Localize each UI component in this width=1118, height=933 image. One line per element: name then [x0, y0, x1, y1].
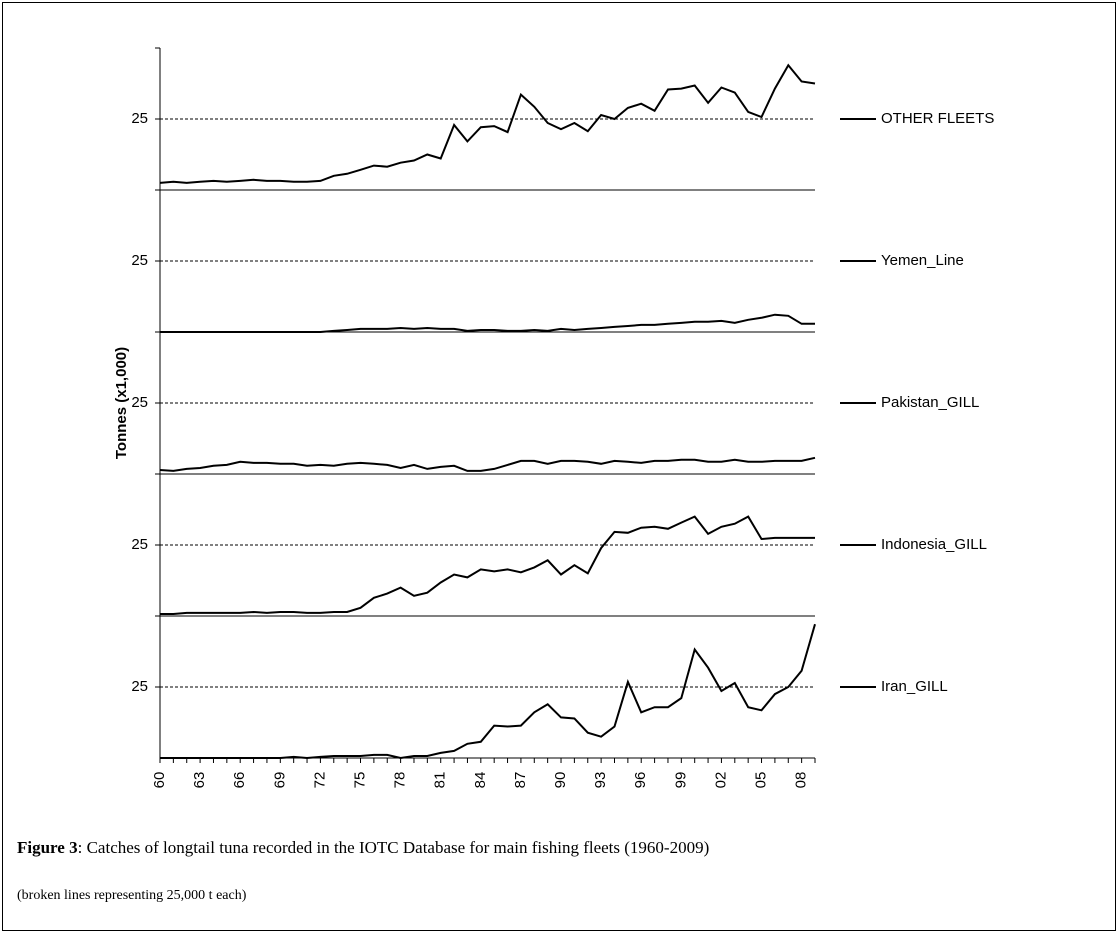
y-tick-label: 25	[131, 394, 148, 411]
y-tick-label: 25	[131, 252, 148, 269]
x-tick-label: 90	[552, 772, 569, 789]
legend-label: Indonesia_GILL	[881, 536, 987, 553]
x-tick-label: 72	[311, 772, 328, 789]
legend-label: Pakistan_GILL	[881, 394, 979, 411]
x-tick-label: 05	[752, 772, 769, 789]
y-tick-label: 25	[131, 536, 148, 553]
series-line	[160, 623, 816, 760]
x-tick-label: 84	[472, 772, 489, 789]
y-tick-label: 25	[131, 678, 148, 695]
x-tick-label: 08	[793, 772, 810, 789]
x-tick-label: 81	[432, 772, 449, 789]
y-axis-label: Tonnes (x1,000)	[113, 347, 130, 459]
caption-text: : Catches of longtail tuna recorded in t…	[77, 838, 710, 857]
caption-note: (broken lines representing 25,000 t each…	[17, 888, 247, 903]
x-tick-label: 75	[351, 772, 368, 789]
series-line	[160, 313, 815, 333]
x-tick-label: 02	[712, 772, 729, 789]
caption-label: Figure 3	[17, 838, 78, 857]
chart-area	[90, 30, 1090, 815]
x-tick-label: 96	[632, 772, 649, 789]
y-tick-label: 25	[131, 110, 148, 127]
x-tick-label: 78	[392, 772, 409, 789]
x-tick-label: 66	[231, 772, 248, 789]
legend-label: Iran_GILL	[881, 678, 948, 695]
x-tick-label: 63	[191, 772, 208, 789]
x-tick-label: 60	[151, 772, 168, 789]
x-tick-label: 99	[672, 772, 689, 789]
legend-label: OTHER FLEETS	[881, 110, 994, 127]
caption: Figure 3: Catches of longtail tuna recor…	[17, 838, 709, 858]
legend-label: Yemen_Line	[881, 252, 964, 269]
series-line	[159, 456, 816, 472]
chart: Tonnes (x1,000) 25 OTHER FLEETS 25 Yemen_Li…	[90, 30, 1090, 815]
series-line	[159, 63, 816, 184]
x-tick-label: 87	[512, 772, 529, 789]
x-tick-label: 69	[271, 772, 288, 789]
series-line	[160, 515, 815, 615]
x-tick-label: 93	[592, 772, 609, 789]
